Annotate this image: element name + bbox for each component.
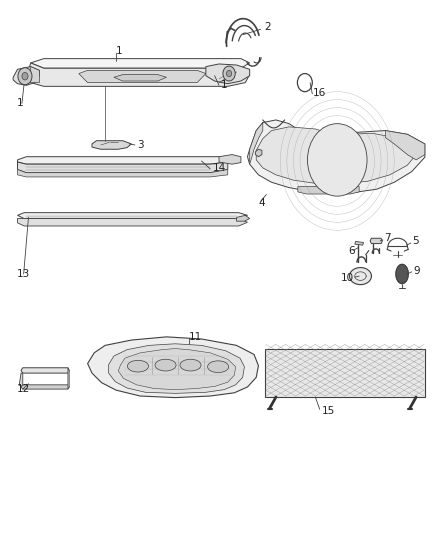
Text: 6: 6: [349, 246, 355, 255]
Circle shape: [223, 66, 235, 81]
Polygon shape: [18, 219, 247, 226]
Polygon shape: [219, 155, 241, 164]
Text: 7: 7: [385, 233, 391, 243]
Text: 13: 13: [17, 269, 30, 279]
Circle shape: [18, 68, 32, 85]
Text: 2: 2: [265, 22, 271, 32]
Text: 1: 1: [221, 80, 228, 90]
Text: 4: 4: [258, 198, 265, 207]
Polygon shape: [265, 349, 425, 397]
Ellipse shape: [208, 361, 229, 373]
Text: 1: 1: [17, 99, 23, 108]
Circle shape: [307, 124, 367, 196]
Text: 11: 11: [189, 332, 202, 342]
Polygon shape: [256, 127, 416, 184]
Text: 1: 1: [116, 46, 123, 55]
Text: 16: 16: [313, 88, 326, 98]
Text: 12: 12: [17, 384, 30, 394]
Polygon shape: [206, 64, 250, 84]
Polygon shape: [21, 368, 69, 373]
Polygon shape: [18, 169, 228, 177]
Polygon shape: [355, 241, 364, 245]
Text: 10: 10: [340, 273, 353, 283]
Text: 15: 15: [322, 407, 335, 416]
Polygon shape: [13, 67, 39, 85]
Polygon shape: [88, 337, 258, 398]
Ellipse shape: [127, 360, 148, 372]
Polygon shape: [370, 238, 382, 244]
Polygon shape: [350, 268, 371, 285]
Circle shape: [226, 70, 232, 77]
Polygon shape: [19, 373, 23, 387]
Polygon shape: [247, 120, 425, 193]
Polygon shape: [255, 149, 262, 157]
Text: 5: 5: [413, 236, 419, 246]
Polygon shape: [385, 131, 425, 160]
Ellipse shape: [155, 359, 176, 371]
Polygon shape: [298, 187, 359, 194]
Polygon shape: [79, 70, 206, 83]
Polygon shape: [18, 213, 247, 219]
Polygon shape: [18, 162, 228, 173]
Polygon shape: [92, 141, 131, 149]
Polygon shape: [21, 385, 69, 389]
Circle shape: [22, 72, 28, 80]
Polygon shape: [31, 59, 250, 68]
Ellipse shape: [180, 359, 201, 371]
Polygon shape: [118, 349, 236, 390]
Polygon shape: [18, 157, 232, 164]
Polygon shape: [26, 63, 250, 86]
Polygon shape: [109, 344, 244, 393]
Polygon shape: [396, 264, 408, 284]
Polygon shape: [31, 67, 39, 83]
Polygon shape: [250, 123, 263, 164]
Text: 3: 3: [137, 140, 144, 150]
Polygon shape: [114, 75, 166, 81]
Polygon shape: [237, 215, 250, 221]
Text: 9: 9: [413, 266, 420, 276]
Text: 14: 14: [212, 163, 226, 173]
Polygon shape: [68, 368, 69, 389]
